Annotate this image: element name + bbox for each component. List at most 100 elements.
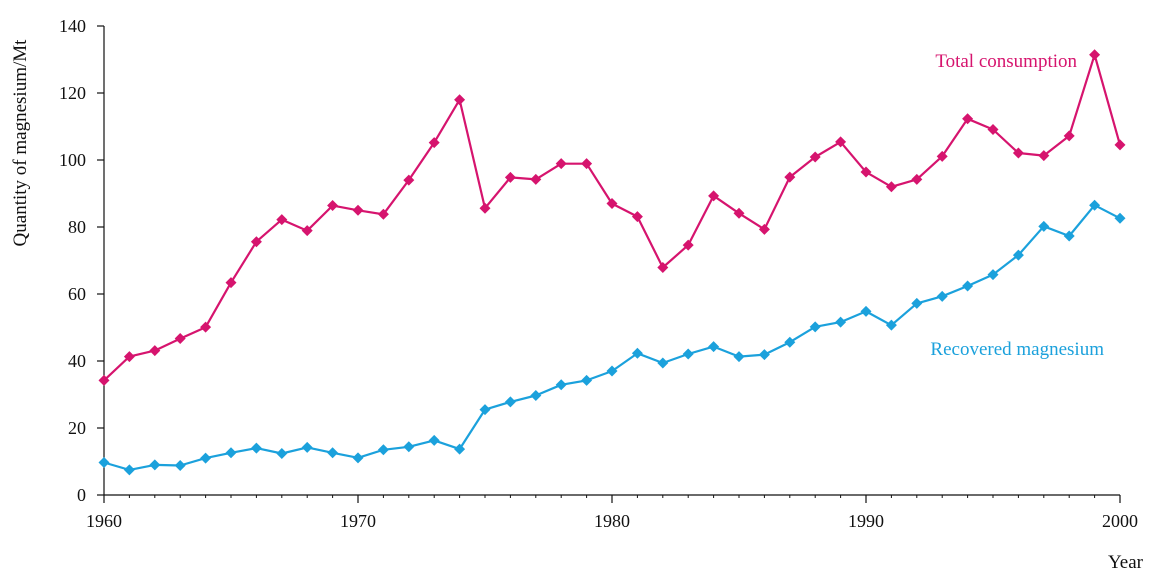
data-point-recovered-magnesium: [530, 390, 542, 402]
data-point-total-consumption: [860, 166, 872, 178]
data-point-recovered-magnesium: [327, 447, 339, 459]
data-point-total-consumption: [682, 239, 694, 251]
data-point-recovered-magnesium: [352, 452, 364, 464]
data-point-recovered-magnesium: [860, 305, 872, 317]
data-point-recovered-magnesium: [733, 351, 745, 363]
data-point-recovered-magnesium: [174, 460, 186, 472]
data-point-recovered-magnesium: [555, 379, 567, 391]
data-point-total-consumption: [504, 171, 516, 183]
data-point-recovered-magnesium: [809, 321, 821, 333]
data-point-recovered-magnesium: [454, 443, 466, 455]
y-tick-label: 20: [68, 418, 86, 438]
data-point-recovered-magnesium: [962, 280, 974, 292]
data-point-recovered-magnesium: [98, 457, 110, 469]
series-line-total-consumption: [103, 53, 1122, 382]
data-point-total-consumption: [250, 236, 262, 248]
data-point-recovered-magnesium: [885, 319, 897, 331]
y-tick-label: 120: [59, 83, 86, 103]
data-point-total-consumption: [809, 151, 821, 163]
data-point-total-consumption: [174, 333, 186, 345]
data-point-total-consumption: [835, 136, 847, 148]
data-point-recovered-magnesium: [657, 357, 669, 369]
data-point-total-consumption: [1038, 150, 1050, 162]
data-point-total-consumption: [200, 321, 212, 333]
y-tick-label: 0: [77, 485, 86, 505]
data-point-total-consumption: [987, 124, 999, 136]
data-point-total-consumption: [1012, 147, 1024, 159]
data-point-total-consumption: [1089, 49, 1101, 61]
data-point-total-consumption: [962, 113, 974, 125]
data-point-total-consumption: [377, 208, 389, 220]
data-point-recovered-magnesium: [225, 447, 237, 459]
data-point-recovered-magnesium: [708, 341, 720, 353]
data-point-total-consumption: [352, 204, 364, 216]
x-tick-label: 1980: [594, 511, 630, 531]
x-axis-title: Year: [1108, 552, 1144, 573]
data-point-recovered-magnesium: [200, 452, 212, 464]
data-point-total-consumption: [530, 173, 542, 185]
data-point-recovered-magnesium: [606, 365, 618, 377]
y-tick-label: 140: [59, 16, 86, 36]
data-point-recovered-magnesium: [682, 348, 694, 360]
data-point-recovered-magnesium: [250, 442, 262, 454]
data-point-total-consumption: [123, 351, 135, 363]
data-point-total-consumption: [911, 173, 923, 185]
data-point-total-consumption: [327, 200, 339, 212]
data-point-total-consumption: [581, 158, 593, 170]
x-tick-label: 1960: [86, 511, 122, 531]
data-point-recovered-magnesium: [1012, 249, 1024, 261]
data-point-recovered-magnesium: [428, 434, 440, 446]
data-point-recovered-magnesium: [758, 349, 770, 361]
data-point-total-consumption: [784, 171, 796, 183]
data-point-recovered-magnesium: [936, 290, 948, 302]
data-point-recovered-magnesium: [911, 297, 923, 309]
data-point-total-consumption: [225, 277, 237, 289]
axes: 1960 1970 1980 1990 2000 0 20 40 60 80 100 120 140: [59, 16, 1138, 531]
data-point-total-consumption: [301, 225, 313, 237]
data-point-recovered-magnesium: [987, 269, 999, 281]
data-point-total-consumption: [1114, 139, 1126, 151]
data-point-total-consumption: [149, 345, 161, 357]
data-point-total-consumption: [606, 198, 618, 210]
data-point-total-consumption: [733, 207, 745, 219]
data-point-recovered-magnesium: [276, 447, 288, 459]
data-point-recovered-magnesium: [581, 374, 593, 386]
x-tick-label: 2000: [1102, 511, 1138, 531]
series-label-recovered-magnesium: Recovered magnesium: [930, 339, 1104, 360]
data-point-total-consumption: [276, 214, 288, 226]
data-point-recovered-magnesium: [1063, 230, 1075, 242]
data-point-total-consumption: [428, 137, 440, 149]
y-tick-label: 100: [59, 150, 86, 170]
data-point-recovered-magnesium: [377, 444, 389, 456]
x-tick-label: 1970: [340, 511, 376, 531]
data-point-total-consumption: [555, 158, 567, 170]
y-axis-title: Quantity of magnesium/Mt: [10, 39, 31, 247]
x-tick-label: 1990: [848, 511, 884, 531]
y-tick-label: 80: [68, 217, 86, 237]
y-tick-label: 60: [68, 284, 86, 304]
series-label-total-consumption: Total consumption: [935, 51, 1077, 72]
data-point-recovered-magnesium: [1114, 212, 1126, 224]
data-point-recovered-magnesium: [149, 459, 161, 471]
data-point-recovered-magnesium: [479, 404, 491, 416]
data-point-recovered-magnesium: [301, 441, 313, 453]
data-point-total-consumption: [631, 211, 643, 223]
series-layer: [98, 49, 1126, 476]
data-point-total-consumption: [479, 202, 491, 214]
data-point-total-consumption: [1063, 130, 1075, 142]
data-point-recovered-magnesium: [504, 396, 516, 408]
data-point-total-consumption: [657, 262, 669, 274]
data-point-recovered-magnesium: [631, 347, 643, 359]
data-point-recovered-magnesium: [1038, 220, 1050, 232]
y-tick-label: 40: [68, 351, 86, 371]
data-point-recovered-magnesium: [835, 316, 847, 328]
data-point-total-consumption: [936, 150, 948, 162]
data-point-recovered-magnesium: [784, 336, 796, 348]
data-point-recovered-magnesium: [123, 464, 135, 476]
data-point-total-consumption: [885, 181, 897, 193]
data-point-recovered-magnesium: [403, 441, 415, 453]
data-point-total-consumption: [403, 174, 415, 186]
data-point-total-consumption: [758, 223, 770, 235]
data-point-total-consumption: [708, 190, 720, 202]
